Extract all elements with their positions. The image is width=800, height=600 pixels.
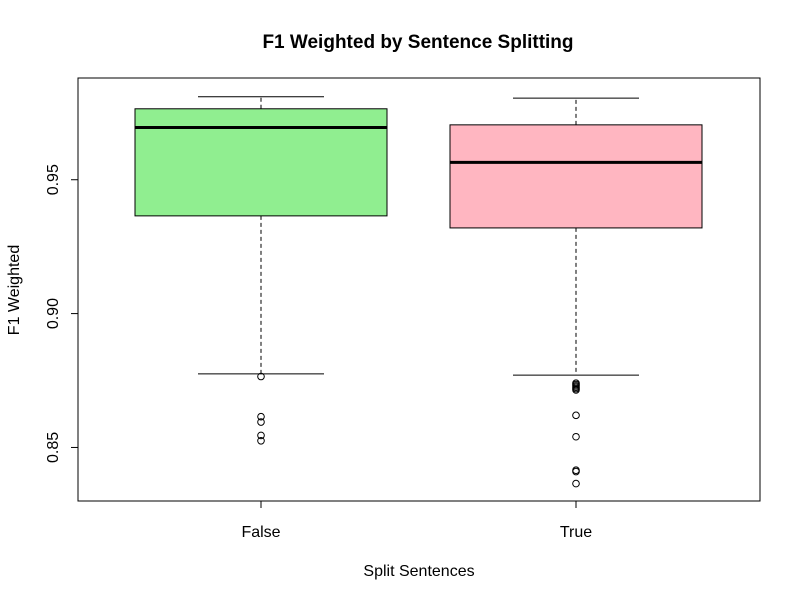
- x-tick-label-0: False: [241, 524, 280, 541]
- x-axis-label: Split Sentences: [363, 563, 474, 580]
- outlier-point-6: [572, 411, 580, 420]
- y-axis-label: F1 Weighted: [6, 245, 23, 335]
- box-group: [134, 96, 703, 488]
- y-tick-label-0: 0.85: [45, 432, 62, 463]
- outlier-point-7: [572, 432, 580, 441]
- outlier-point-3: [257, 431, 265, 440]
- plot-frame: [77, 77, 761, 502]
- y-axis: 0.85 0.90 0.95: [45, 164, 78, 463]
- box-false: [134, 96, 388, 445]
- outlier-point-1: [257, 412, 265, 421]
- outlier-point-10: [572, 479, 580, 488]
- outlier-point-4: [257, 436, 265, 445]
- outlier-point-2: [257, 418, 265, 426]
- iqr-box: [449, 124, 703, 229]
- y-tick-label-2: 0.95: [45, 164, 62, 195]
- outlier-point-0: [257, 372, 265, 381]
- x-axis: False True: [241, 501, 592, 541]
- outlier-point-5: [572, 386, 580, 394]
- iqr-box: [134, 108, 388, 217]
- x-tick-label-1: True: [560, 524, 592, 541]
- chart-title: F1 Weighted by Sentence Splitting: [262, 32, 573, 53]
- outlier-point-9: [572, 467, 580, 476]
- box-true: [449, 97, 703, 488]
- y-tick-label-1: 0.90: [45, 298, 62, 329]
